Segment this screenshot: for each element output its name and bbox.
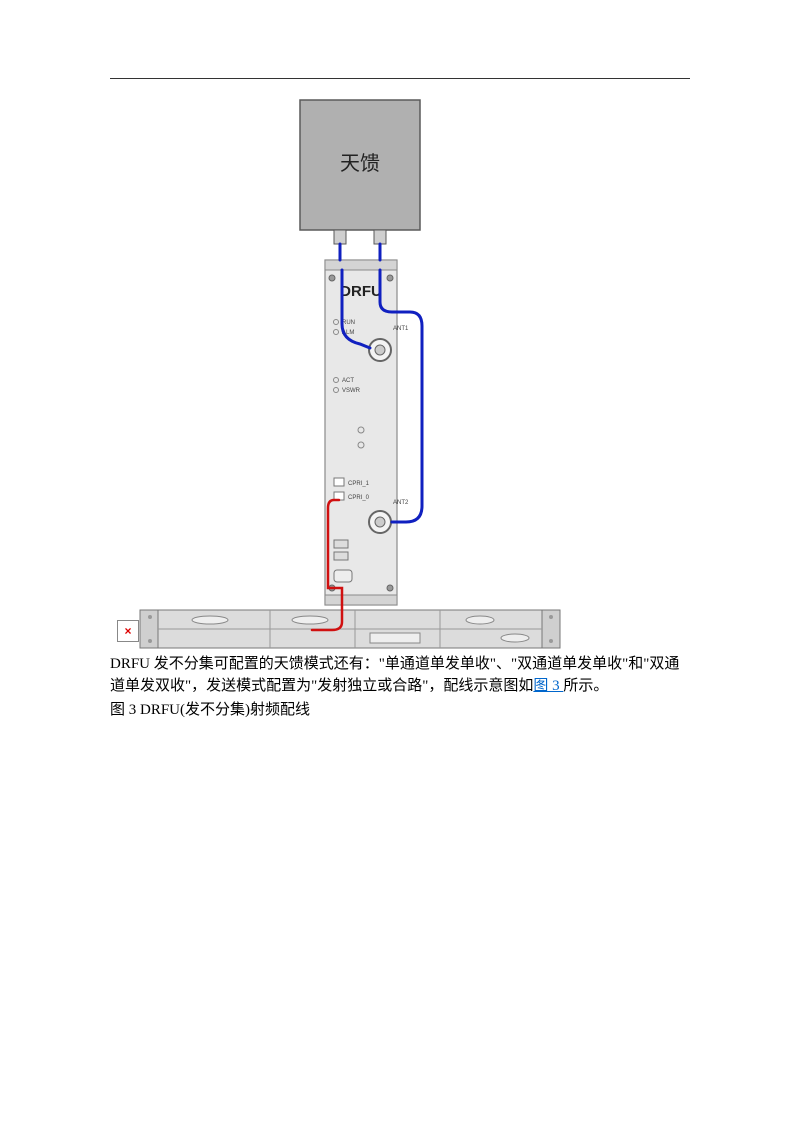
figure-3-link[interactable]: 图 3 bbox=[533, 678, 563, 694]
port-ant2-label: ANT2 bbox=[393, 500, 409, 506]
port-ant1-inner bbox=[375, 345, 385, 355]
rack-chassis bbox=[140, 610, 560, 648]
power-port-icon bbox=[334, 570, 352, 582]
svg-text:RUN: RUN bbox=[342, 320, 355, 326]
svg-text:ACT: ACT bbox=[342, 378, 354, 384]
module-bottom-tab bbox=[325, 595, 397, 605]
figure-caption: 图 3 DRFU(发不分集)射频配线 bbox=[110, 699, 690, 721]
cpri-label-1: CPRI_1 bbox=[348, 481, 370, 487]
module-label: DRFU bbox=[340, 283, 382, 300]
screw-icon bbox=[387, 585, 393, 591]
aux-port-icon bbox=[334, 540, 348, 548]
screw-icon bbox=[387, 275, 393, 281]
body-paragraph: DRFU 发不分集可配置的天馈模式还有："单通道单发单收"、"双通道单发单收"和… bbox=[110, 653, 690, 721]
paragraph-suffix: 所示。 bbox=[563, 678, 608, 694]
module-top-tab bbox=[325, 260, 397, 270]
screw-icon bbox=[329, 275, 335, 281]
antenna-conn-1 bbox=[334, 230, 346, 244]
wiring-diagram: 天馈 DRFU RUN ALM ACT bbox=[110, 90, 690, 650]
cpri-port-1 bbox=[334, 478, 344, 486]
page: 天馈 DRFU RUN ALM ACT bbox=[0, 0, 800, 1132]
aux-port-icon bbox=[334, 552, 348, 560]
antenna-label: 天馈 bbox=[340, 152, 380, 175]
cpri-label-0: CPRI_0 bbox=[348, 495, 370, 501]
broken-image-icon: × bbox=[117, 620, 139, 642]
diagram-svg: 天馈 DRFU RUN ALM ACT bbox=[110, 90, 690, 650]
port-ant1-label: ANT1 bbox=[393, 326, 409, 332]
port-ant2-inner bbox=[375, 517, 385, 527]
svg-text:VSWR: VSWR bbox=[342, 388, 361, 394]
antenna-conn-2 bbox=[374, 230, 386, 244]
header-divider bbox=[110, 78, 690, 79]
